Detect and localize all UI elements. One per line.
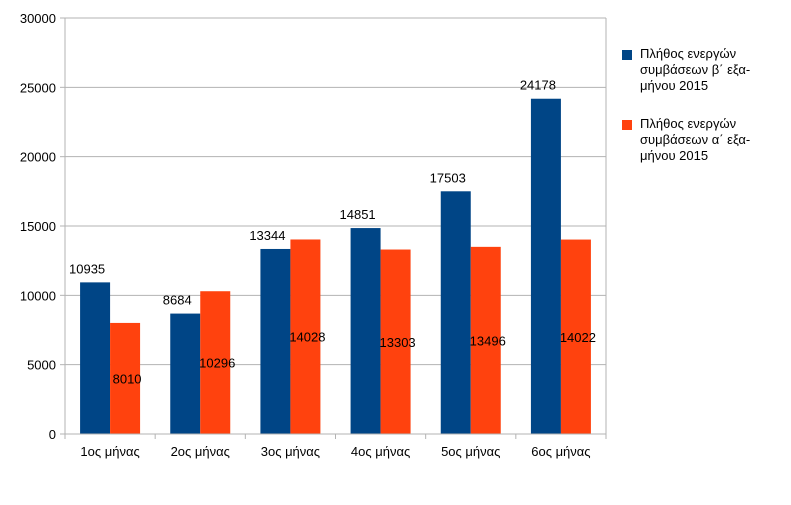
data-label-series-1: 24178 <box>520 78 556 93</box>
x-tick-label: 3ος μήνας <box>261 444 320 459</box>
data-label-series-2: 10296 <box>199 356 235 371</box>
data-label-series-1: 17503 <box>430 170 466 185</box>
data-label-series-2: 8010 <box>113 371 142 386</box>
data-label-series-1: 10935 <box>69 261 105 276</box>
data-label-series-1: 8684 <box>163 293 192 308</box>
legend-label-line: συμβάσεων α΄ εξα- <box>640 132 751 147</box>
bar-series-2 <box>110 322 141 434</box>
legend-item-series-2: Πλήθος ενεργών συμβάσεων α΄ εξα- μήνου 2… <box>622 116 787 164</box>
bar-series-2 <box>380 249 411 434</box>
bar-series-2 <box>290 239 321 434</box>
bar-series-1 <box>170 313 201 434</box>
x-tick-label: 1ος μήνας <box>80 444 139 459</box>
legend-label-line: μήνου 2015 <box>640 78 709 93</box>
x-tick-label: 6ος μήνας <box>531 444 590 459</box>
bar-series-1 <box>440 191 471 434</box>
legend-label-line: Πλήθος ενεργών <box>640 46 737 61</box>
data-label-series-2: 13303 <box>380 335 416 350</box>
y-tick-label: 10000 <box>20 288 56 303</box>
data-label-series-2: 13496 <box>470 333 506 348</box>
y-tick-label: 5000 <box>27 358 56 373</box>
y-tick-label: 0 <box>49 427 56 442</box>
bar-series-1 <box>530 98 561 434</box>
bars <box>80 98 591 434</box>
bar-series-2 <box>200 291 231 434</box>
y-tick-label: 25000 <box>20 80 56 95</box>
bar-series-2 <box>560 239 591 434</box>
bar-series-1 <box>350 228 381 434</box>
legend-swatch-series-1 <box>622 50 632 60</box>
bar-series-1 <box>260 248 291 434</box>
legend-item-series-1: Πλήθος ενεργών συμβάσεων β΄ εξα- μήνου 2… <box>622 46 787 94</box>
legend-label-line: συμβάσεων β΄ εξα- <box>640 62 751 77</box>
data-label-series-1: 13344 <box>249 228 285 243</box>
y-tick-label: 20000 <box>20 150 56 165</box>
x-tick-label: 4ος μήνας <box>351 444 410 459</box>
legend-label-line: Πλήθος ενεργών <box>640 116 737 131</box>
legend-label-line: μήνου 2015 <box>640 148 709 163</box>
gridlines <box>65 17 607 435</box>
bar-series-2 <box>470 246 501 434</box>
x-tick-label: 2ος μήνας <box>171 444 230 459</box>
y-tick-label: 15000 <box>20 219 56 234</box>
y-tick-label: 30000 <box>20 11 56 26</box>
x-tick-label: 5ος μήνας <box>441 444 500 459</box>
data-labels: 10935 8010 8684 10296 13344 14028 14851 13303 17… <box>69 78 596 387</box>
legend: Πλήθος ενεργών συμβάσεων β΄ εξα- μήνου 2… <box>622 46 787 186</box>
data-label-series-2: 14028 <box>289 330 325 345</box>
bar-series-1 <box>80 282 111 434</box>
data-label-series-1: 14851 <box>340 207 376 222</box>
legend-swatch-series-2 <box>622 120 632 130</box>
axes: 0 5000 10000 15000 20000 25000 30000 1ος μήνας 2… <box>20 11 607 459</box>
data-label-series-2: 14022 <box>560 330 596 345</box>
